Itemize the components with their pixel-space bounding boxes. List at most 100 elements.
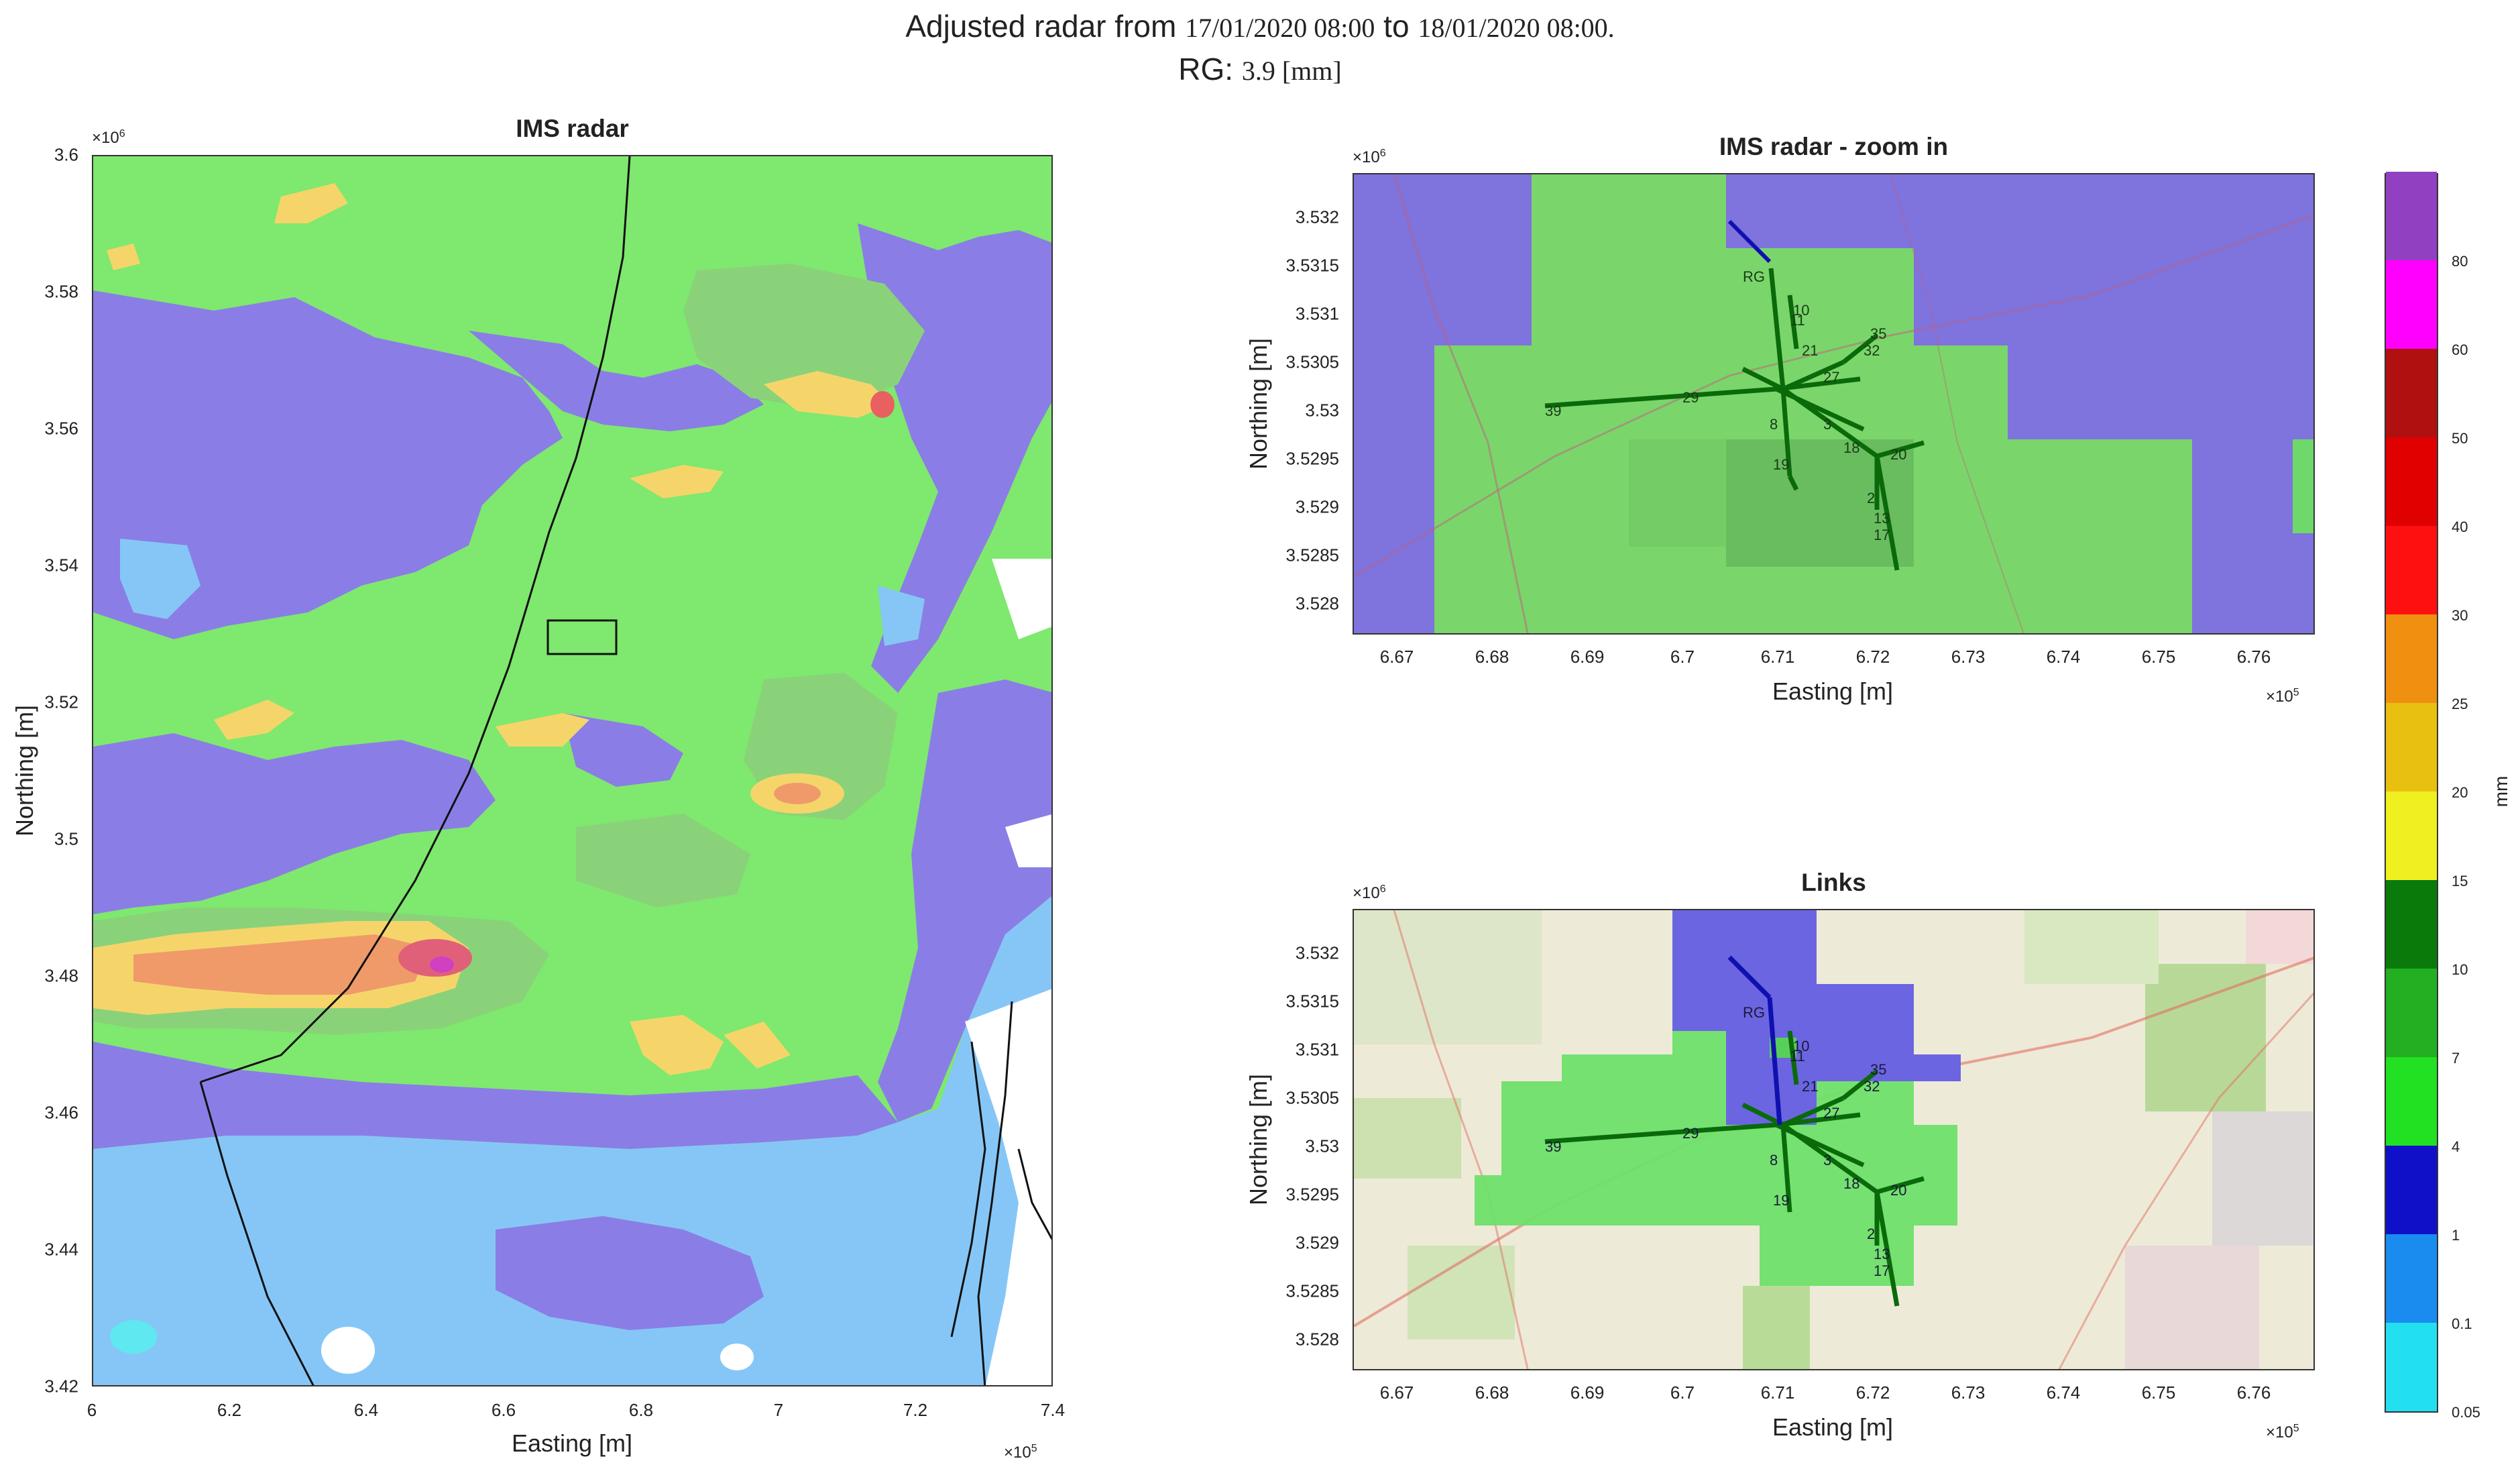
title-end-date: 18/01/2020 08:00. xyxy=(1418,13,1615,43)
link-label: 11 xyxy=(1790,1048,1805,1065)
colorbar-segment xyxy=(2386,614,2437,703)
panel-title: IMS radar - zoom in xyxy=(1719,133,1949,160)
colorbar-label: mm xyxy=(2490,775,2511,808)
panel-title: IMS radar xyxy=(516,115,629,142)
link-label: 20 xyxy=(1890,1182,1906,1199)
title-start-date: 17/01/2020 08:00 xyxy=(1185,13,1375,43)
colorbar-tick-label: 25 xyxy=(2452,696,2468,712)
link-label: 11 xyxy=(1790,312,1805,329)
link-label: 39 xyxy=(1545,402,1561,419)
y-tick-label: 3.5315 xyxy=(1285,991,1339,1012)
x-tick-label: 6.69 xyxy=(1570,1382,1605,1403)
x-tick-label: 6.72 xyxy=(1855,647,1890,667)
link-label: 18 xyxy=(1843,1175,1859,1192)
panel-title: Links xyxy=(1801,869,1866,896)
panel-ims-radar: IMS radar xyxy=(11,115,1065,1462)
y-tick-label: 3.532 xyxy=(1295,207,1339,227)
y-tick-label: 3.52 xyxy=(44,692,78,712)
panel-links: Links xyxy=(1245,869,2315,1441)
colorbar-tick-label: 7 xyxy=(2452,1050,2460,1067)
link-label: 20 xyxy=(1890,446,1906,463)
x-tick-label: 6.67 xyxy=(1379,647,1414,667)
title-prefix: Adjusted radar from xyxy=(905,9,1186,44)
colorbar-tick-label: 15 xyxy=(2452,873,2468,889)
y-tick-label: 3.53 xyxy=(1305,1136,1339,1156)
link-label: 8 xyxy=(1770,416,1778,433)
y-tick-label: 3.529 xyxy=(1295,496,1339,517)
colorbar-tick-label: 80 xyxy=(2452,253,2468,270)
link-label: 13 xyxy=(1874,510,1890,527)
link-label: 2 xyxy=(1867,1225,1875,1242)
x-tick-label: 6.73 xyxy=(1951,647,1986,667)
y-tick-label: 3.532 xyxy=(1295,942,1339,963)
y-tick-label: 3.44 xyxy=(44,1239,78,1260)
link-label: 17 xyxy=(1874,527,1890,543)
x-tick-label: 6.73 xyxy=(1951,1382,1986,1403)
y-tick-label: 3.528 xyxy=(1295,1329,1339,1350)
y-tick-label: 3.58 xyxy=(44,281,78,302)
link-label: 13 xyxy=(1874,1246,1890,1262)
x-exponent: ×105 xyxy=(2266,687,2299,706)
colorbar-tick-label: 60 xyxy=(2452,341,2468,358)
x-tick-label: 6.75 xyxy=(2141,647,2176,667)
y-exponent: ×106 xyxy=(92,128,125,147)
y-tick-label: 3.528 xyxy=(1295,593,1339,614)
figure-subtitle: RG: 3.9 [mm] xyxy=(0,51,2520,87)
x-exponent: ×105 xyxy=(1004,1443,1037,1462)
link-label: 35 xyxy=(1870,325,1886,342)
link-label: 3 xyxy=(1823,416,1831,433)
x-tick-label: 6.75 xyxy=(2141,1382,2176,1403)
y-tick-label: 3.54 xyxy=(44,555,78,576)
radar-zoom-field xyxy=(1354,174,2313,633)
x-tick-label: 6.71 xyxy=(1760,647,1795,667)
x-tick-label: 6.76 xyxy=(2236,1382,2271,1403)
colorbar-tick-label: 0.05 xyxy=(2452,1404,2480,1421)
x-tick-label: 6.2 xyxy=(217,1400,242,1420)
x-tick-label: 6.74 xyxy=(2046,1382,2081,1403)
y-tick-label: 3.5315 xyxy=(1285,255,1339,276)
x-tick-label: 6.68 xyxy=(1475,1382,1509,1403)
link-label: 39 xyxy=(1545,1138,1561,1155)
colorbar-tick-label: 0.1 xyxy=(2452,1315,2472,1332)
x-tick-label: 6 xyxy=(87,1400,97,1420)
link-label: 8 xyxy=(1770,1152,1778,1168)
colorbar-tick-label: 30 xyxy=(2452,607,2468,624)
y-tick-label: 3.42 xyxy=(44,1376,78,1397)
plot-area: RG 10 11 21 35 32 39 29 27 8 3 18 19 20 … xyxy=(1353,173,2315,635)
y-tick-label: 3.5 xyxy=(54,828,78,849)
link-label: 10 xyxy=(1793,302,1809,319)
y-tick-label: 3.6 xyxy=(54,144,78,165)
link-label: 18 xyxy=(1843,439,1859,456)
rg-prefix: RG: xyxy=(1178,52,1242,87)
x-tick-label: 6.67 xyxy=(1379,1382,1414,1403)
colorbar-segment xyxy=(2386,1234,2437,1323)
link-label: 32 xyxy=(1864,1078,1880,1095)
y-tick-label: 3.46 xyxy=(44,1102,78,1123)
x-tick-label: 6.7 xyxy=(1670,647,1695,667)
colorbar-tick-label: 4 xyxy=(2452,1138,2460,1155)
x-exponent: ×105 xyxy=(2266,1423,2299,1441)
link-label-rg: RG xyxy=(1743,268,1765,285)
colorbar-segment xyxy=(2386,968,2437,1057)
title-mid: to xyxy=(1375,9,1418,44)
colorbar-segment xyxy=(2386,1322,2437,1411)
link-label: 19 xyxy=(1773,1192,1789,1209)
plot-area: RG 10 11 21 35 32 39 29 27 8 3 18 19 20 … xyxy=(1353,909,2315,1370)
link-label: 21 xyxy=(1802,1078,1818,1095)
colorbar-tick-label: 1 xyxy=(2452,1227,2460,1244)
colorbar-segment xyxy=(2386,1145,2437,1234)
link-label: 21 xyxy=(1802,342,1818,359)
x-tick-label: 6.69 xyxy=(1570,647,1605,667)
y-tick-label: 3.5285 xyxy=(1285,545,1339,565)
y-tick-label: 3.48 xyxy=(44,965,78,986)
plot-area xyxy=(92,155,1053,1386)
x-tick-label: 6.76 xyxy=(2236,647,2271,667)
link-label: 3 xyxy=(1823,1152,1831,1168)
radar-field xyxy=(93,156,1051,1385)
link-label-rg: RG xyxy=(1743,1004,1765,1021)
colorbar-tick-label: 50 xyxy=(2452,430,2468,447)
x-tick-label: 7.4 xyxy=(1040,1400,1066,1420)
link-label: 35 xyxy=(1870,1061,1886,1078)
links-layer-zoom xyxy=(1544,219,1925,571)
colorbar-segment xyxy=(2386,791,2437,880)
